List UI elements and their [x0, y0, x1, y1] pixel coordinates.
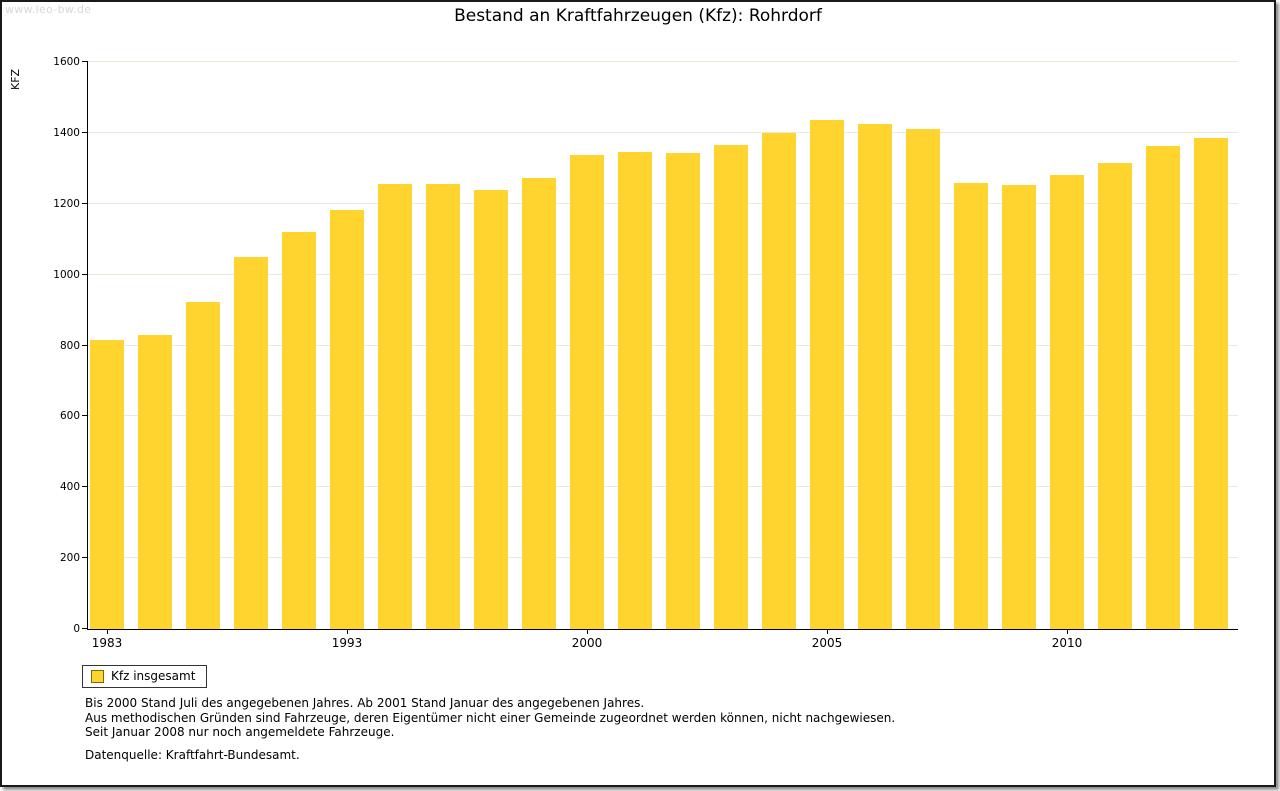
- y-tick: [82, 202, 88, 204]
- legend: Kfz insgesamt: [82, 665, 208, 688]
- footnotes: Bis 2000 Stand Juli des angegebenen Jahr…: [85, 696, 895, 740]
- bar-2003: [714, 144, 748, 629]
- y-tick-label: 1600: [53, 56, 80, 68]
- bar-2001: [618, 151, 652, 629]
- bar-1995: [378, 183, 412, 629]
- bar-2011: [1098, 163, 1132, 629]
- plot-area: 0 200 400 600 800 1000 1200 1400 1600 1983 1993 200…: [53, 56, 1238, 650]
- y-tick: [82, 273, 88, 275]
- y-gridline: [88, 202, 1238, 204]
- y-tick-label: 1200: [53, 197, 80, 210]
- bar-1999: [522, 177, 556, 629]
- x-tick: [107, 629, 108, 634]
- bar-2005: [810, 119, 844, 629]
- y-gridline: [88, 273, 1238, 275]
- y-axis-title: KFZ: [9, 68, 22, 90]
- y-tick-label: 1400: [53, 126, 80, 139]
- footnote-line: Bis 2000 Stand Juli des angegebenen Jahr…: [85, 696, 645, 710]
- y-gridline: [88, 131, 1238, 133]
- legend-swatch-icon: [91, 669, 104, 683]
- y-tick-label: 1000: [53, 268, 80, 281]
- x-tick: [587, 629, 588, 634]
- watermark: www.leo-bw.de: [5, 3, 92, 16]
- y-tick: [82, 131, 88, 133]
- bar-1985: [138, 334, 172, 629]
- y-tick: [82, 344, 88, 346]
- y-tick-label: 400: [59, 481, 80, 494]
- data-source: Datenquelle: Kraftfahrt-Bundesamt.: [85, 748, 300, 762]
- y-tick-label: 600: [59, 410, 80, 423]
- x-tick: [1067, 629, 1068, 634]
- bar-2013: [1194, 137, 1228, 629]
- y-gridline: [88, 557, 1238, 559]
- bar-2000: [570, 154, 604, 629]
- y-gridline: [88, 61, 1238, 62]
- y-tick: [82, 415, 88, 417]
- y-tick-label: 200: [59, 552, 80, 565]
- x-tick: [347, 629, 348, 634]
- bar-1989: [234, 256, 268, 629]
- bar-2002: [666, 153, 700, 629]
- y-gridline: [88, 486, 1238, 488]
- y-tick: [82, 628, 88, 629]
- bar-1998: [474, 189, 508, 629]
- y-tick-label: 0: [73, 623, 80, 635]
- y-tick-label: 800: [59, 339, 80, 352]
- bar-2008: [954, 182, 988, 629]
- bar-2004: [762, 132, 796, 629]
- y-tick: [82, 61, 88, 62]
- chart-title: Bestand an Kraftfahrzeugen (Kfz): Rohrdo…: [454, 6, 822, 26]
- bar-1983: [90, 340, 124, 629]
- x-tick-label: 2000: [571, 636, 603, 650]
- bar-2007: [906, 128, 940, 629]
- bar-1987: [186, 302, 220, 629]
- bar-2009: [1002, 184, 1036, 629]
- x-tick: [827, 629, 828, 634]
- y-tick: [82, 486, 88, 488]
- footnote-line: Seit Januar 2008 nur noch angemeldete Fa…: [85, 725, 395, 739]
- legend-label: Kfz insgesamt: [111, 669, 196, 683]
- bar-2006: [858, 123, 892, 629]
- bar-2012: [1146, 146, 1180, 629]
- x-tick-label: 1983: [91, 636, 123, 650]
- bar-2010: [1050, 174, 1084, 629]
- x-tick-label: 1993: [331, 636, 363, 650]
- x-tick-label: 2005: [811, 636, 843, 650]
- y-tick: [82, 557, 88, 559]
- bar-1993: [330, 210, 364, 629]
- y-gridline: [88, 415, 1238, 417]
- bar-1991: [282, 232, 316, 629]
- x-tick-label: 2010: [1051, 636, 1083, 650]
- footnote-line: Aus methodischen Gründen sind Fahrzeuge,…: [85, 710, 896, 725]
- y-gridline: [88, 344, 1238, 346]
- bar-1997: [426, 183, 460, 629]
